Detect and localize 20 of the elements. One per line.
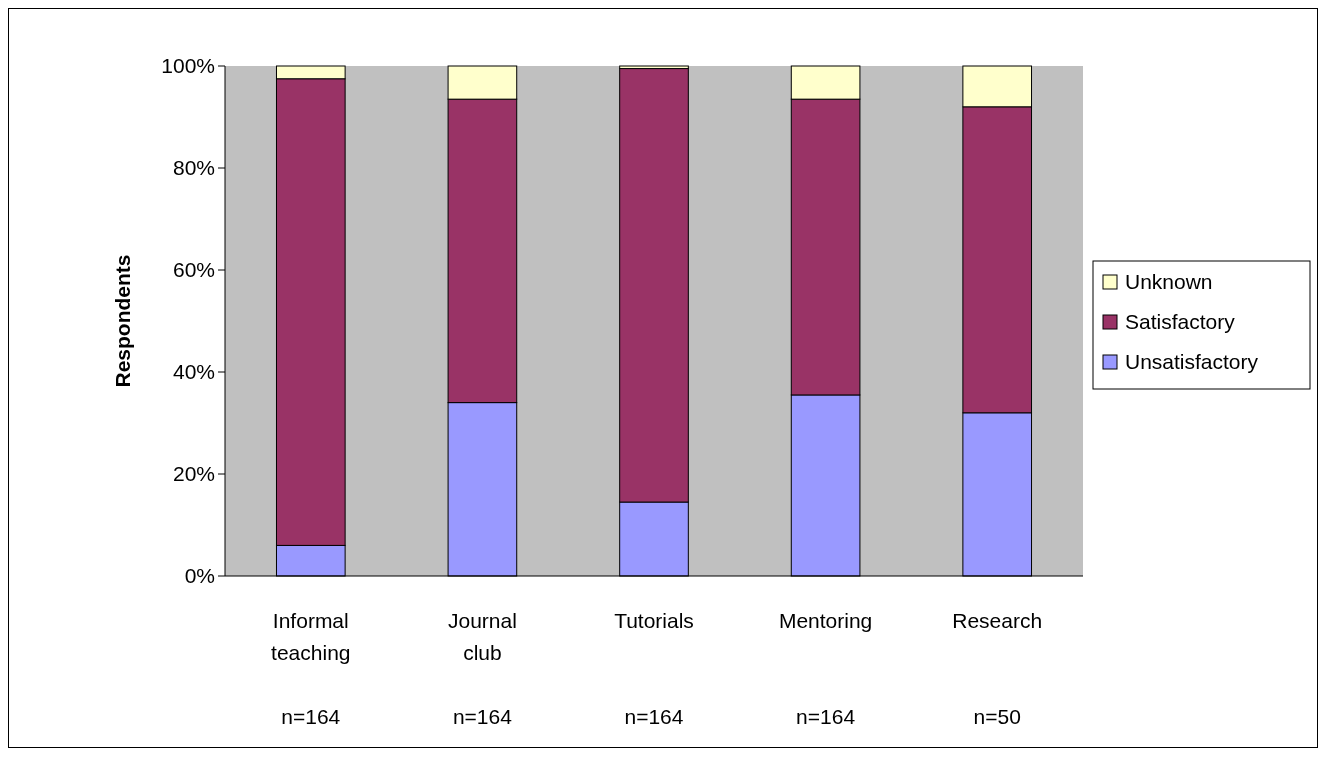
- y-tick-label: 0%: [184, 564, 215, 588]
- y-tick-label: 100%: [161, 54, 215, 78]
- x-tick-label: Mentoring: [778, 609, 873, 632]
- legend-label: Unsatisfactory: [1125, 350, 1259, 374]
- text: n=164: [281, 705, 341, 728]
- x-tick-label: Informal teaching: [271, 609, 351, 664]
- legend-label: Unknown: [1125, 270, 1213, 294]
- y-tick-label: 60%: [172, 258, 215, 282]
- y-tick-label: 20%: [172, 462, 215, 486]
- text: n=50: [973, 705, 1021, 728]
- x-tick-label: Tutorials: [614, 609, 694, 632]
- y-axis-title: Respondents: [111, 254, 134, 388]
- x-tick-label: Research: [952, 609, 1043, 632]
- x-tick-label: Journal club: [447, 609, 517, 664]
- y-tick-label: 80%: [172, 156, 215, 180]
- text: n=164: [624, 705, 684, 728]
- legend-label: Satisfactory: [1125, 310, 1236, 334]
- y-tick-label: 40%: [172, 360, 215, 384]
- text: n=164: [796, 705, 856, 728]
- text: n=164: [452, 705, 513, 728]
